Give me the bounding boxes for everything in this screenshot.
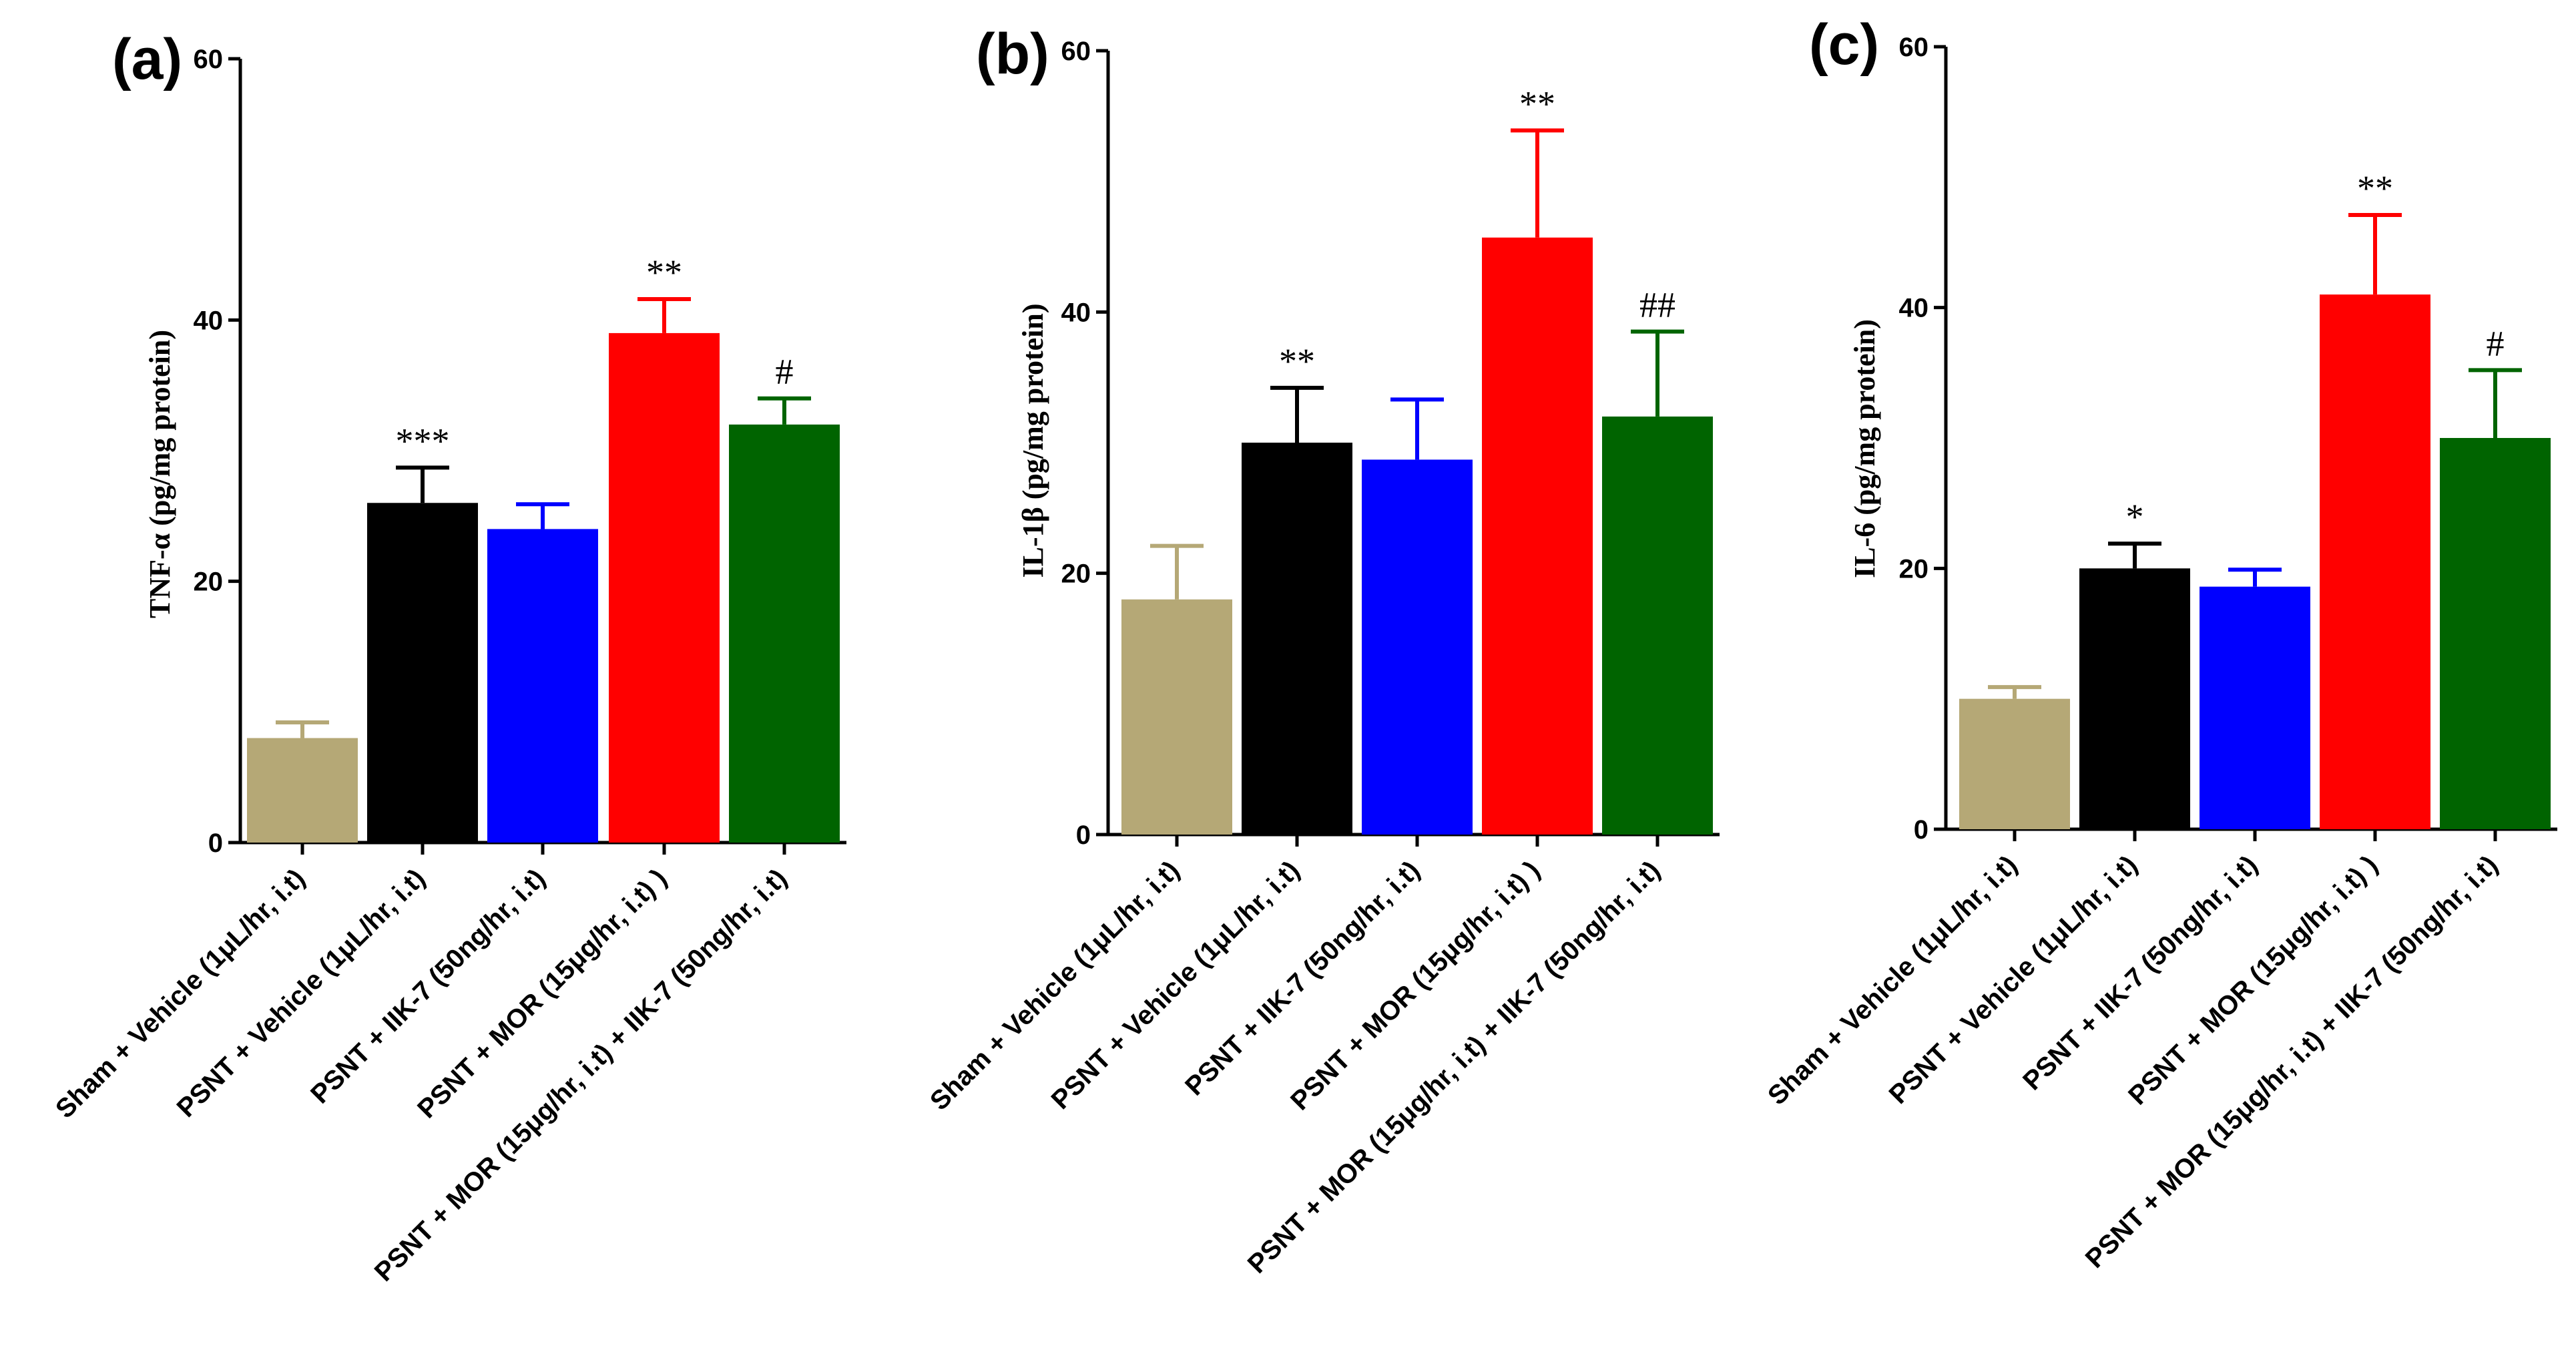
significance-label: ** (1279, 341, 1315, 381)
category-label: Sham + Vehicle (1μL/hr, i.t) (50, 863, 310, 1124)
y-axis-label-c: IL-6 (pg/mg protein) (1848, 319, 1881, 578)
bar (2079, 568, 2190, 829)
category-label: PSNT + Vehicle (1μL/hr, i.t) (1046, 855, 1306, 1115)
y-tick-label: 0 (208, 829, 223, 858)
category-label: PSNT + MOR (15μg/hr, i.t) ) (412, 863, 672, 1124)
bar (1482, 237, 1593, 835)
significance-label: ## (1639, 285, 1676, 325)
bar (1242, 443, 1352, 835)
category-label: PSNT + MOR (15μg/hr, i.t) + IIK-7 (50ng/… (369, 863, 793, 1287)
significance-label: * (2126, 497, 2144, 537)
bar (1959, 698, 2070, 829)
significance-label: ** (646, 252, 682, 292)
category-label: PSNT + Vehicle (1μL/hr, i.t) (172, 863, 431, 1123)
y-axis-label-a: TNF-α (pg/mg protein) (144, 330, 176, 618)
significance-label: ** (1519, 83, 1555, 124)
panel-label-a: (a) (112, 27, 182, 91)
bar (729, 424, 840, 843)
y-tick-label: 40 (194, 306, 224, 335)
category-label: Sham + Vehicle (1μL/hr, i.t) (1762, 850, 2023, 1110)
y-tick-label: 20 (1899, 554, 1929, 584)
y-tick-label: 0 (1076, 821, 1091, 850)
category-label: PSNT + MOR (15μg/hr, i.t) ) (2123, 850, 2383, 1110)
bar (1121, 599, 1232, 835)
panel-label-b: (b) (976, 22, 1049, 86)
y-tick-label: 0 (1914, 815, 1928, 845)
y-tick-label: 60 (194, 45, 224, 74)
y-tick-label: 20 (194, 568, 224, 597)
bar (1602, 416, 1713, 835)
panel-label-c: (c) (1809, 13, 1879, 77)
bar (2200, 586, 2310, 829)
category-label: PSNT + IIK-7 (50ng/hr, i.t) (305, 863, 551, 1109)
y-tick-label: 20 (1061, 559, 1091, 589)
y-tick-label: 40 (1899, 294, 1929, 323)
y-tick-label: 60 (1061, 37, 1091, 66)
significance-label: ** (2357, 168, 2393, 208)
category-label: PSNT + MOR (15μg/hr, i.t) + IIK-7 (50ng/… (2080, 850, 2504, 1274)
bar (2440, 438, 2551, 829)
y-tick-label: 60 (1899, 33, 1929, 62)
bar (1362, 459, 1473, 835)
panel-b: (b) IL-1β (pg/mg protein) 0 20 40 60 Sham + … (925, 22, 1720, 1279)
panel-a: (a) TNF-α (pg/mg protein) 0 20 40 60 Sham + … (50, 27, 846, 1287)
category-label: PSNT + IIK-7 (50ng/hr, i.t) (2017, 850, 2263, 1096)
bar (609, 332, 720, 843)
y-tick-label: 40 (1061, 298, 1091, 327)
significance-label: # (2487, 323, 2505, 363)
y-axis-label-b: IL-1β (pg/mg protein) (1017, 303, 1049, 578)
category-label: PSNT + MOR (15μg/hr, i.t) ) (1285, 855, 1545, 1116)
significance-label: *** (396, 421, 450, 461)
bar (487, 529, 598, 843)
significance-label: # (776, 352, 794, 392)
panel-c: (c) IL-6 (pg/mg protein) 0 20 40 60 Sham + V… (1762, 13, 2557, 1274)
category-label: Sham + Vehicle (1μL/hr, i.t) (925, 855, 1185, 1116)
bar (367, 503, 478, 843)
category-label: PSNT + MOR (15μg/hr, i.t) + IIK-7 (50ng/… (1242, 855, 1666, 1279)
bar (247, 738, 358, 843)
category-label: PSNT + Vehicle (1μL/hr, i.t) (1884, 850, 2143, 1110)
category-label: PSNT + IIK-7 (50ng/hr, i.t) (1180, 855, 1425, 1101)
bar (2320, 294, 2430, 830)
